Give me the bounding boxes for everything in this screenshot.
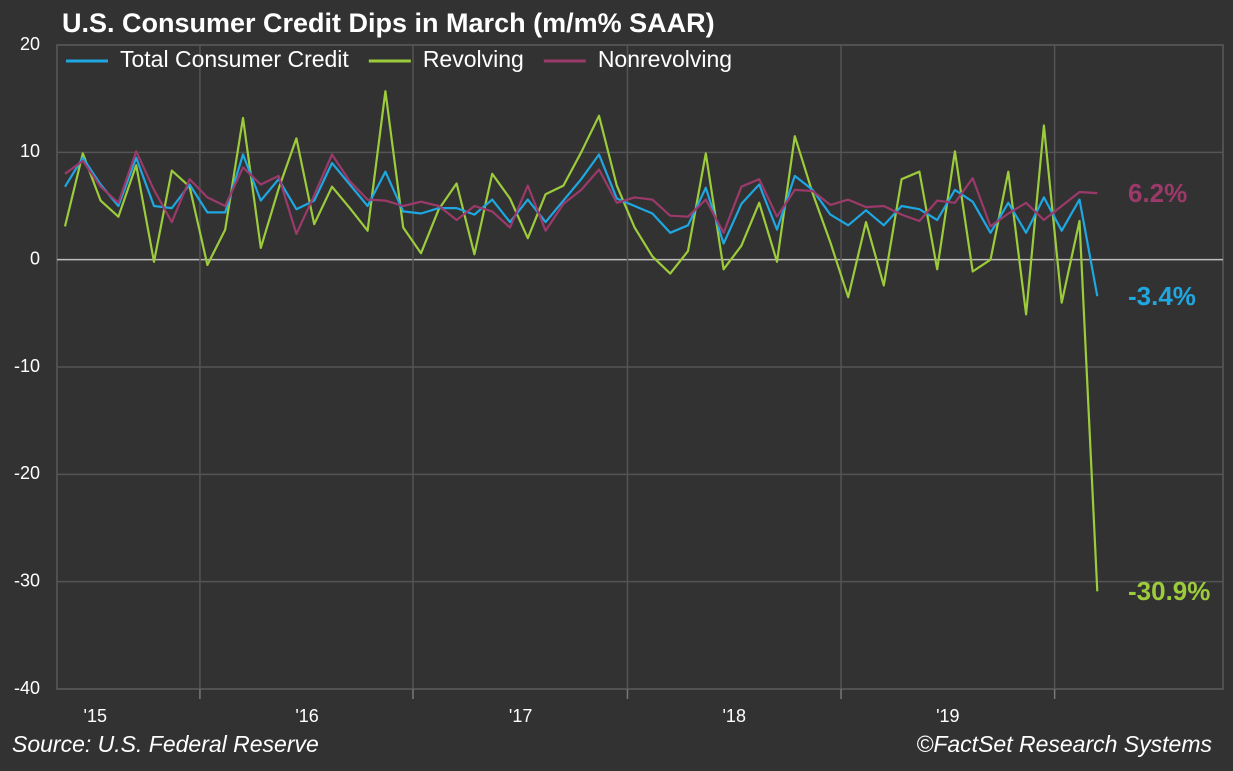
series-line — [64, 150, 1098, 235]
y-tick-label: -30 — [14, 570, 40, 590]
y-tick-label: 20 — [20, 34, 40, 54]
y-tick-label: -10 — [14, 356, 40, 376]
y-tick-label: 0 — [30, 248, 40, 268]
legend-label: Revolving — [423, 46, 524, 72]
copyright: ©FactSet Research Systems — [916, 731, 1212, 757]
legend-label: Total Consumer Credit — [120, 46, 349, 72]
source: Source: U.S. Federal Reserve — [12, 731, 319, 757]
y-tick-label: -40 — [14, 678, 40, 698]
x-tick-label: '17 — [509, 706, 532, 726]
end-label: -30.9% — [1128, 576, 1210, 606]
x-tick-label: '15 — [84, 706, 107, 726]
y-tick-label: -20 — [14, 463, 40, 483]
series-line — [63, 90, 1099, 592]
x-tick-label: '18 — [723, 706, 746, 726]
chart-title: U.S. Consumer Credit Dips in March (m/m%… — [62, 8, 715, 38]
y-tick-label: 10 — [20, 141, 40, 161]
x-tick-label: '19 — [936, 706, 959, 726]
x-tick-label: '16 — [295, 706, 318, 726]
end-label: -3.4% — [1128, 281, 1196, 311]
legend-label: Nonrevolving — [598, 46, 732, 72]
end-label: 6.2% — [1128, 178, 1187, 208]
